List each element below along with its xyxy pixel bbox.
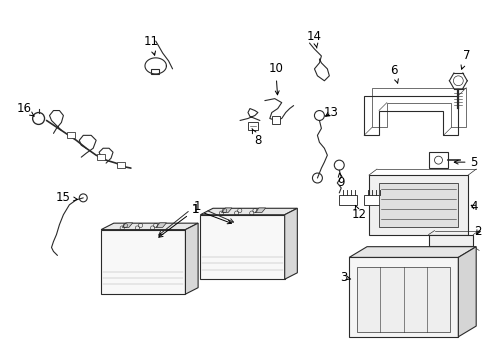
Polygon shape <box>247 122 257 130</box>
Polygon shape <box>364 195 381 205</box>
Text: 1: 1 <box>193 200 201 213</box>
Polygon shape <box>457 247 475 337</box>
Polygon shape <box>200 208 297 215</box>
Text: 6: 6 <box>389 64 398 83</box>
Polygon shape <box>101 223 198 230</box>
Text: 1: 1 <box>191 203 231 224</box>
Polygon shape <box>271 117 279 125</box>
Polygon shape <box>185 223 198 294</box>
Text: 10: 10 <box>268 62 283 95</box>
Text: 3: 3 <box>340 271 350 284</box>
Polygon shape <box>122 223 132 228</box>
Text: 12: 12 <box>351 205 366 221</box>
Polygon shape <box>97 154 105 160</box>
Text: 14: 14 <box>306 30 321 48</box>
Polygon shape <box>117 162 124 168</box>
Text: 16: 16 <box>16 102 34 116</box>
Text: 7: 7 <box>460 49 469 69</box>
Polygon shape <box>378 183 457 227</box>
Polygon shape <box>67 132 75 138</box>
Polygon shape <box>348 257 457 337</box>
Text: 11: 11 <box>143 35 158 55</box>
Polygon shape <box>427 235 472 247</box>
Polygon shape <box>356 267 449 332</box>
Polygon shape <box>368 175 468 235</box>
Text: 1: 1 <box>159 203 199 237</box>
Text: 5: 5 <box>453 156 477 168</box>
Polygon shape <box>156 223 166 228</box>
Polygon shape <box>101 230 185 294</box>
Text: 15: 15 <box>56 192 77 204</box>
Polygon shape <box>284 208 297 279</box>
Text: 13: 13 <box>323 106 338 119</box>
Text: 8: 8 <box>251 129 261 147</box>
Text: 9: 9 <box>337 173 345 189</box>
Polygon shape <box>255 208 265 212</box>
Polygon shape <box>200 215 284 279</box>
Text: 4: 4 <box>469 200 477 213</box>
Polygon shape <box>348 247 475 257</box>
Polygon shape <box>221 208 231 212</box>
Polygon shape <box>339 195 356 205</box>
Text: 2: 2 <box>473 225 481 238</box>
